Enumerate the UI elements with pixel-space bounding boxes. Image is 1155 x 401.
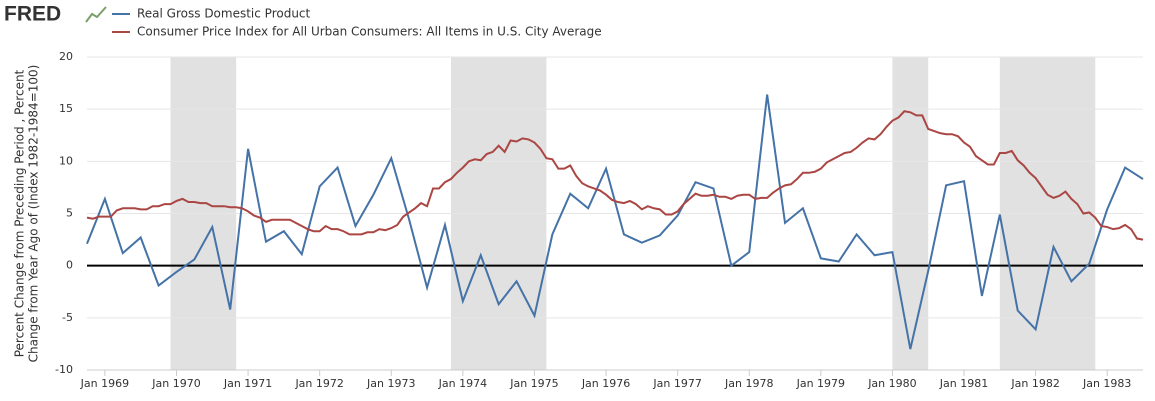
logo-icon <box>85 6 107 23</box>
x-tick-label: Jan 1971 <box>223 377 272 390</box>
logo: FRED <box>4 3 61 26</box>
x-tick-label: Jan 1969 <box>80 377 129 390</box>
y-tick-label: 5 <box>66 207 73 220</box>
y-axis-label: Change from Year Ago of (Index 1982-1984… <box>27 65 41 363</box>
x-tick-label: Jan 1982 <box>1010 377 1059 390</box>
x-tick-label: Jan 1978 <box>724 377 773 390</box>
y-tick-label: -5 <box>62 311 73 324</box>
series-line <box>86 94 1144 350</box>
legend-label: Real Gross Domestic Product <box>137 7 311 21</box>
y-axis-label: Percent Change from Preceding Period , P… <box>13 69 27 357</box>
y-tick-label: 10 <box>59 154 73 167</box>
y-tick-label: 15 <box>59 102 73 115</box>
x-tick-label: Jan 1983 <box>1082 377 1131 390</box>
x-tick-label: Jan 1972 <box>294 377 343 390</box>
x-tick-label: Jan 1981 <box>939 377 988 390</box>
x-tick-label: Jan 1979 <box>796 377 845 390</box>
x-tick-label: Jan 1980 <box>867 377 916 390</box>
series-line <box>86 110 1144 241</box>
x-tick-label: Jan 1974 <box>438 377 487 390</box>
x-tick-label: Jan 1970 <box>151 377 200 390</box>
x-tick-label: Jan 1977 <box>652 377 701 390</box>
y-tick-label: 20 <box>59 50 73 63</box>
y-tick-label: 0 <box>66 259 73 272</box>
x-tick-label: Jan 1975 <box>509 377 558 390</box>
x-tick-label: Jan 1973 <box>366 377 415 390</box>
x-tick-label: Jan 1976 <box>581 377 630 390</box>
legend-label: Consumer Price Index for All Urban Consu… <box>137 25 602 39</box>
y-tick-label: -10 <box>55 363 73 376</box>
